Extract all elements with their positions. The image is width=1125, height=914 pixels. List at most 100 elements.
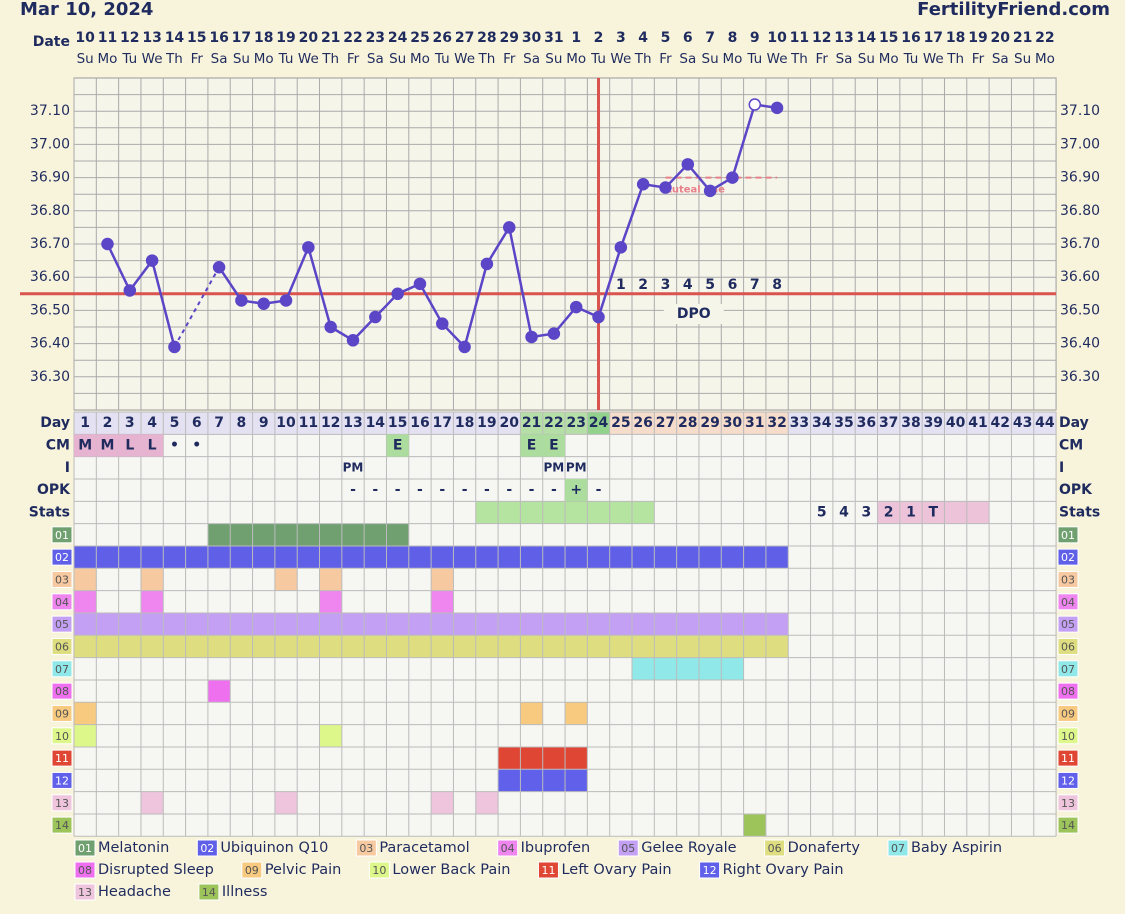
day-number: 29	[700, 415, 719, 431]
legend-label: Illness	[222, 884, 268, 900]
row-code-right-box	[1057, 593, 1079, 611]
legend-label: Headache	[98, 884, 171, 900]
row-code-right-code: 01	[1061, 529, 1075, 542]
row-code-right-code: 08	[1061, 685, 1075, 698]
temperature-point	[614, 241, 628, 254]
weekday-label: Mo	[566, 51, 586, 67]
row-code-code: 09	[55, 707, 69, 720]
weekday-label: Tu	[434, 51, 450, 67]
day-number: 7	[214, 415, 224, 431]
row-code-box	[51, 660, 73, 678]
opk-text: -	[395, 482, 401, 498]
stats-text: 2	[884, 504, 894, 520]
row-code-right-code: 12	[1061, 774, 1075, 787]
legend-code: 11	[541, 864, 555, 877]
row-code-code: 13	[55, 797, 69, 810]
date-label: 18	[946, 30, 965, 46]
temperature-point	[770, 101, 784, 115]
legend-code: 12	[703, 864, 717, 877]
temperature-point	[279, 294, 293, 307]
legend-label: Donaferty	[788, 840, 861, 856]
dpo-label-box	[663, 304, 724, 324]
temperature-point	[168, 340, 181, 354]
day-number: 2	[103, 415, 113, 431]
day-number: 27	[656, 415, 675, 431]
date-label: 7	[705, 30, 715, 46]
temperature-point	[525, 330, 538, 344]
weekday-label: Mo	[410, 51, 430, 67]
temperature-point	[302, 241, 315, 254]
row-code-right-code: 09	[1061, 707, 1075, 720]
temperature-point	[413, 277, 427, 291]
temperature-point	[346, 334, 360, 347]
item-span	[319, 568, 342, 591]
row-code-right-box	[1057, 816, 1079, 834]
temperature-point	[703, 184, 717, 198]
opk-text: -	[439, 482, 445, 498]
day-number: 32	[767, 415, 786, 431]
date-label: 23	[366, 30, 385, 46]
row-code-box	[51, 749, 73, 767]
temperature-point	[145, 254, 159, 267]
date-label: 25	[410, 30, 429, 46]
row-code-box	[51, 548, 73, 566]
day-number: 22	[544, 415, 563, 431]
i-text: PM	[544, 460, 565, 474]
luteal-line-label: Luteal line	[665, 185, 725, 196]
weekday-label: Mo	[879, 51, 899, 67]
row-label-right: CM	[1059, 437, 1083, 453]
row-code-code: 05	[55, 618, 69, 631]
item-span	[632, 657, 744, 680]
dpo-number: 4	[683, 277, 693, 293]
row-code-code: 01	[55, 529, 69, 542]
date-label: 22	[343, 30, 362, 46]
row-code-box	[51, 526, 73, 544]
legend-box	[355, 839, 377, 857]
legend-box	[74, 883, 96, 901]
row-code-code: 07	[55, 663, 69, 676]
y-tick-label: 37.00	[30, 136, 70, 152]
date-label: 10	[767, 30, 787, 46]
row-code-box	[51, 816, 73, 834]
temperature-point	[324, 320, 337, 334]
row-code-right-code: 07	[1061, 663, 1075, 676]
legend-box	[198, 883, 220, 901]
temperature-point	[726, 171, 739, 184]
legend-box	[537, 861, 559, 879]
day-number: 40	[946, 415, 966, 431]
day-number: 25	[611, 415, 630, 431]
y-tick-label-right: 36.60	[1060, 269, 1100, 285]
day-number: 16	[410, 415, 429, 431]
row-code-code: 14	[55, 819, 69, 832]
date-label: 21	[1013, 30, 1032, 46]
cm-cell	[386, 434, 409, 457]
row-code-box	[51, 794, 73, 812]
item-span	[743, 813, 766, 837]
day-number: 39	[924, 415, 943, 431]
cm-text: L	[148, 437, 157, 453]
weekday-label: Th	[946, 51, 964, 67]
weekday-label: Su	[233, 51, 250, 67]
cm-cell	[96, 434, 119, 457]
row-code-right-box	[1057, 615, 1079, 633]
opk-text: -	[506, 482, 512, 498]
item-span	[140, 568, 164, 591]
row-label-right: Day	[1059, 415, 1089, 431]
row-code-right-box	[1057, 704, 1079, 722]
date-label: 18	[254, 30, 273, 46]
legend-box	[196, 839, 218, 857]
date-label: 2	[594, 30, 604, 46]
row-code-code: 10	[55, 730, 69, 743]
legend-code: 13	[78, 886, 92, 899]
row-code-right-code: 06	[1061, 640, 1075, 653]
legend-code: 01	[78, 842, 92, 855]
date-label: 30	[522, 30, 542, 46]
dpo-label: DPO	[677, 306, 711, 322]
opk-text: -	[350, 482, 356, 498]
date-label: 29	[499, 30, 518, 46]
weekday-label: Th	[165, 51, 183, 67]
legend-label: Right Ovary Pain	[723, 862, 844, 878]
row-code-right-code: 04	[1061, 596, 1075, 609]
date-label: 31	[544, 30, 563, 46]
